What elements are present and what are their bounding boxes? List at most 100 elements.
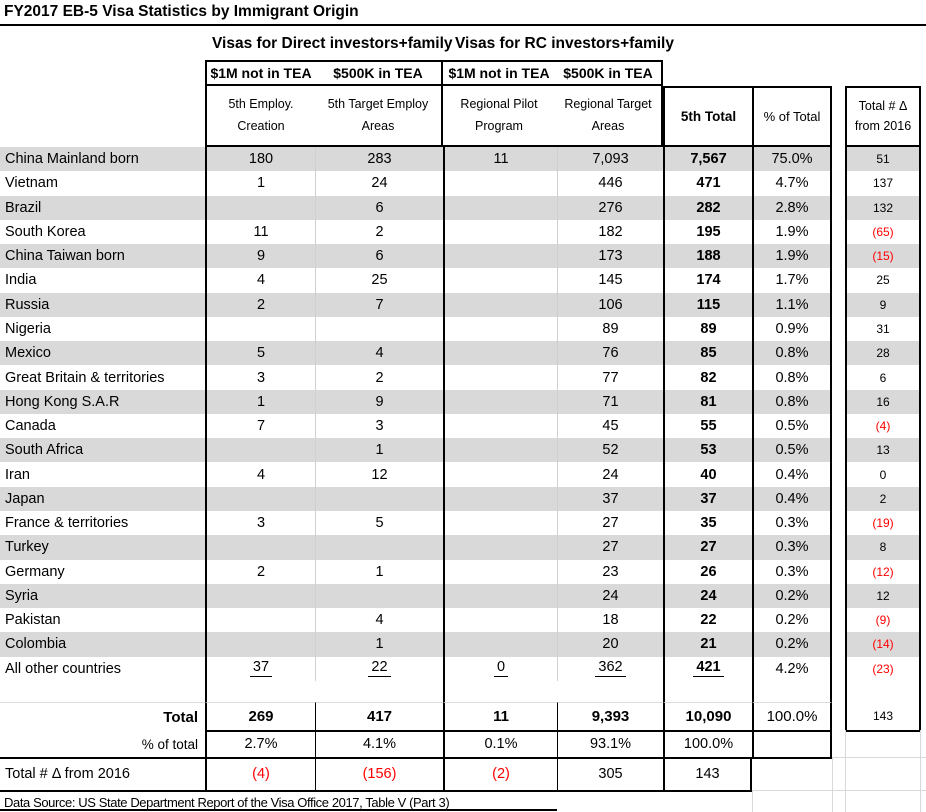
cell-rpp[interactable] bbox=[443, 559, 557, 584]
cell-delta-direct-1m[interactable]: (4) bbox=[205, 758, 315, 792]
cell-d1m[interactable]: 3 bbox=[205, 365, 315, 390]
cell-pct[interactable]: 0.8% bbox=[752, 341, 832, 366]
cell-d1m[interactable]: 11 bbox=[205, 219, 315, 245]
cell-d1m[interactable]: 180 bbox=[205, 147, 315, 172]
cell-rpp[interactable] bbox=[443, 632, 557, 657]
cell-rpp[interactable] bbox=[443, 292, 557, 317]
cell-pct[interactable]: 4.2% bbox=[752, 656, 832, 681]
cell-total[interactable]: 27 bbox=[663, 535, 752, 560]
cell-pct[interactable]: 0.4% bbox=[752, 462, 832, 487]
cell-delta[interactable]: 2 bbox=[845, 486, 921, 511]
cell-delta-rpp[interactable]: (2) bbox=[443, 758, 557, 792]
cell-country[interactable]: Canada bbox=[0, 414, 205, 438]
cell-rpp[interactable] bbox=[443, 583, 557, 609]
cell-d500k[interactable]: 2 bbox=[315, 365, 443, 390]
cell-pct-direct-1m[interactable]: 2.7% bbox=[205, 731, 315, 759]
cell-d500k[interactable]: 22 bbox=[315, 656, 443, 681]
cell-rpp[interactable] bbox=[443, 462, 557, 487]
cell-pct[interactable]: 0.5% bbox=[752, 438, 832, 463]
cell-rta[interactable]: 71 bbox=[557, 389, 663, 414]
cell-blank[interactable] bbox=[663, 680, 752, 702]
cell-country[interactable]: France & territories bbox=[0, 511, 205, 535]
subheader-rc-1m[interactable]: $1M not in TEA bbox=[448, 65, 550, 81]
cell-pct[interactable]: 4.7% bbox=[752, 171, 832, 196]
cell-pct[interactable]: 0.5% bbox=[752, 413, 832, 439]
cell-d1m[interactable]: 2 bbox=[205, 292, 315, 317]
cell-d1m[interactable] bbox=[205, 583, 315, 609]
cell-total[interactable]: 40 bbox=[663, 462, 752, 487]
cell-rta[interactable]: 27 bbox=[557, 535, 663, 560]
cell-rpp[interactable] bbox=[443, 389, 557, 414]
cell-blank[interactable] bbox=[443, 680, 557, 702]
cell-d500k[interactable]: 7 bbox=[315, 292, 443, 317]
cell-rta[interactable]: 52 bbox=[557, 438, 663, 463]
cell-blank[interactable] bbox=[557, 681, 663, 702]
cell-pct[interactable]: 0.8% bbox=[752, 389, 832, 414]
cell-d500k[interactable]: 12 bbox=[315, 462, 443, 487]
cell-rpp[interactable] bbox=[443, 341, 557, 366]
cell-total-direct-500k[interactable]: 417 bbox=[315, 701, 443, 732]
cell-country[interactable]: Colombia bbox=[0, 632, 205, 657]
cell-delta[interactable]: (65) bbox=[845, 219, 921, 245]
cell-delta[interactable]: 25 bbox=[845, 268, 921, 293]
cell-rpp[interactable] bbox=[443, 608, 557, 633]
cell-delta[interactable]: 8 bbox=[845, 535, 921, 560]
cell-delta[interactable]: 6 bbox=[845, 365, 921, 390]
cell-delta[interactable]: 132 bbox=[845, 195, 921, 220]
cell-delta[interactable]: 137 bbox=[845, 171, 921, 196]
cell-d1m[interactable] bbox=[205, 608, 315, 633]
cell-country[interactable]: South Africa bbox=[0, 438, 205, 463]
cell-total-pct[interactable]: 100.0% bbox=[752, 701, 832, 732]
col-header-rc-1m[interactable]: Regional Pilot Program bbox=[443, 86, 555, 145]
cell-pct-empty[interactable] bbox=[752, 731, 832, 759]
cell-country[interactable]: Turkey bbox=[0, 535, 205, 560]
cell-country[interactable]: Pakistan bbox=[0, 608, 205, 632]
cell-delta[interactable]: (23) bbox=[845, 656, 921, 681]
cell-rpp[interactable] bbox=[443, 244, 557, 269]
cell-total[interactable]: 195 bbox=[663, 219, 752, 245]
cell-d1m[interactable] bbox=[205, 438, 315, 463]
cell-total[interactable]: 37 bbox=[663, 486, 752, 511]
cell-rpp[interactable]: 0 bbox=[443, 656, 557, 681]
cell-total-direct-1m[interactable]: 269 bbox=[205, 701, 315, 732]
cell-pct[interactable]: 0.2% bbox=[752, 608, 832, 633]
cell-delta[interactable]: 31 bbox=[845, 316, 921, 342]
cell-rta[interactable]: 276 bbox=[557, 195, 663, 220]
cell-total[interactable]: 55 bbox=[663, 413, 752, 439]
cell-country[interactable]: Brazil bbox=[0, 195, 205, 220]
cell-rta[interactable]: 182 bbox=[557, 219, 663, 245]
cell-rpp[interactable] bbox=[443, 365, 557, 390]
col-header-pct-of-total[interactable]: % of Total bbox=[752, 86, 832, 147]
cell-delta[interactable]: (19) bbox=[845, 510, 921, 536]
cell-total[interactable]: 115 bbox=[663, 292, 752, 317]
cell-rta[interactable]: 24 bbox=[557, 462, 663, 487]
cell-d500k[interactable]: 6 bbox=[315, 244, 443, 269]
cell-pct[interactable]: 2.8% bbox=[752, 195, 832, 220]
cell-d500k[interactable] bbox=[315, 535, 443, 560]
cell-rta[interactable]: 18 bbox=[557, 608, 663, 633]
cell-rta[interactable]: 7,093 bbox=[557, 147, 663, 172]
cell-d1m[interactable] bbox=[205, 486, 315, 511]
cell-rta[interactable]: 37 bbox=[557, 486, 663, 511]
cell-rta[interactable]: 77 bbox=[557, 365, 663, 390]
total-row-label[interactable]: Total bbox=[0, 701, 205, 732]
cell-d500k[interactable]: 1 bbox=[315, 438, 443, 463]
cell-delta[interactable]: (9) bbox=[845, 608, 921, 633]
cell-d500k[interactable]: 25 bbox=[315, 268, 443, 293]
cell-country[interactable]: Japan bbox=[0, 486, 205, 511]
cell-rta[interactable]: 27 bbox=[557, 510, 663, 536]
cell-d500k[interactable]: 3 bbox=[315, 413, 443, 439]
group-header-direct[interactable]: Visas for Direct investors+family bbox=[212, 35, 453, 52]
cell-rpp[interactable] bbox=[443, 171, 557, 196]
subheader-direct-1m[interactable]: $1M not in TEA bbox=[210, 65, 312, 81]
cell-d500k[interactable]: 2 bbox=[315, 219, 443, 245]
cell-pct[interactable]: 0.3% bbox=[752, 535, 832, 560]
cell-rta[interactable]: 173 bbox=[557, 244, 663, 269]
cell-rpp[interactable] bbox=[443, 438, 557, 463]
cell-rpp[interactable] bbox=[443, 486, 557, 511]
col-header-5th-total[interactable]: 5th Total bbox=[663, 86, 752, 147]
cell-country[interactable]: Iran bbox=[0, 462, 205, 486]
cell-total[interactable]: 85 bbox=[663, 341, 752, 366]
cell-delta[interactable]: 16 bbox=[845, 389, 921, 414]
cell-delta[interactable]: 13 bbox=[845, 438, 921, 463]
